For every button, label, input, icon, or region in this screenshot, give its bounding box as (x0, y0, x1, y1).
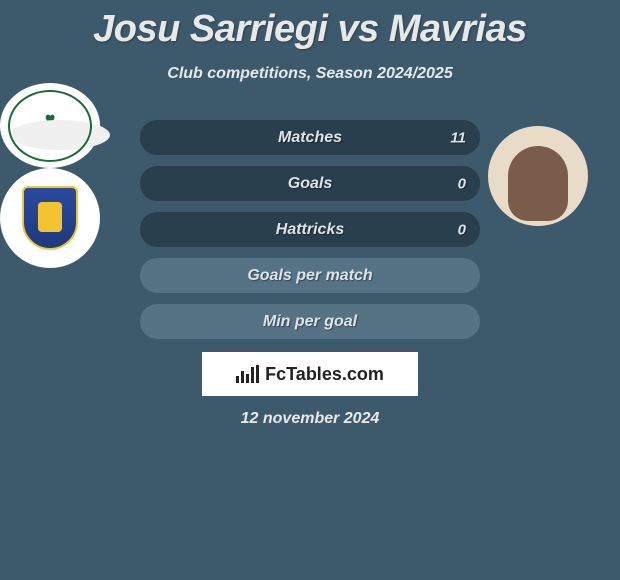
clover-icon: ☘ (37, 109, 62, 142)
club-left-badge: ☘ (0, 83, 100, 168)
player-right-avatar (488, 126, 588, 226)
stat-bar: Goals 0 (140, 166, 480, 201)
fctables-logo: FcTables.com (202, 352, 418, 396)
stat-bar: Matches 11 (140, 120, 480, 155)
comparison-date: 12 november 2024 (241, 410, 380, 428)
stat-value-right: 0 (458, 221, 466, 238)
stat-value-right: 0 (458, 175, 466, 192)
bar-chart-icon (236, 365, 259, 383)
stat-label: Hattricks (276, 221, 344, 239)
stat-label: Goals per match (247, 267, 372, 285)
logo-text: FcTables.com (265, 364, 384, 385)
stat-bar: Min per goal (140, 304, 480, 339)
stat-bar: Hattricks 0 (140, 212, 480, 247)
stats-container: Matches 11 Goals 0 Hattricks 0 Goals per match… (140, 120, 480, 350)
comparison-title: Josu Sarriegi vs Mavrias (0, 0, 620, 51)
stat-label: Matches (278, 129, 342, 147)
stat-label: Min per goal (263, 313, 357, 331)
club-right-badge (0, 168, 100, 268)
shield-icon (22, 186, 78, 250)
stat-value-right: 11 (450, 129, 466, 146)
stat-bar: Goals per match (140, 258, 480, 293)
stat-label: Goals (288, 175, 332, 193)
comparison-subtitle: Club competitions, Season 2024/2025 (0, 65, 620, 83)
